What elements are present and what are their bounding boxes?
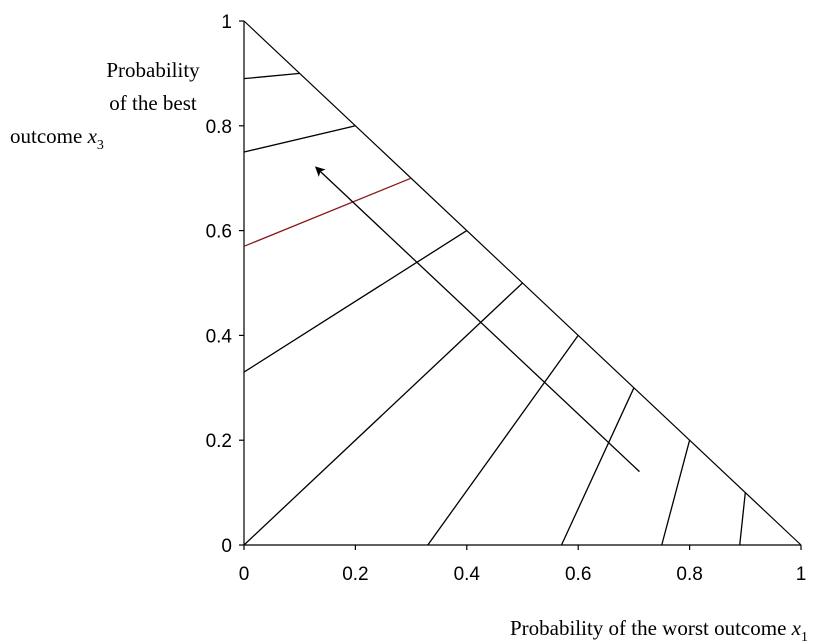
x-axis-variable: x <box>791 616 802 640</box>
x-tick-label: 0.4 <box>454 564 481 585</box>
svg-text:of the best: of the best <box>109 91 197 115</box>
x-tick-label: 0 <box>239 564 250 585</box>
y-tick-label: 0 <box>221 536 232 557</box>
indifference-curve <box>243 125 356 153</box>
indifference-curve <box>427 335 579 546</box>
indifference-curve <box>243 282 523 546</box>
x-tick-label: 1 <box>796 564 807 585</box>
x-axis-variable-subscript: 1 <box>801 630 808 644</box>
y-axis-title-line-3: outcome <box>10 124 82 148</box>
indifference-curve <box>661 440 691 546</box>
y-tick-label: 0.4 <box>206 326 233 347</box>
preference-direction-arrow <box>314 166 640 473</box>
y-tick-label: 1 <box>221 12 232 33</box>
svg-text:outcome x3: outcome x3 <box>10 124 104 153</box>
y-tick-label: 0.6 <box>206 222 232 243</box>
axes <box>243 21 801 546</box>
y-axis-title-line-1: Probability <box>106 58 200 82</box>
indifference-curve <box>739 492 746 546</box>
svg-text:Probability of the worst outco: Probability of the worst outcome x1 <box>510 616 808 644</box>
y-axis-title: Probability of the best outcome x3 <box>10 58 200 153</box>
indifference-curves <box>243 72 746 546</box>
x-tick-label: 0.6 <box>565 564 591 585</box>
y-tick-label: 0.8 <box>206 117 232 138</box>
y-tick-label: 0.2 <box>206 431 232 452</box>
indifference-curve <box>243 230 468 373</box>
y-axis-ticks: 0 0.2 0.4 0.6 0.8 1 <box>206 12 244 557</box>
indifference-curve <box>243 72 300 80</box>
y-axis-variable-subscript: 3 <box>97 138 104 153</box>
x-axis-ticks: 0 0.2 0.4 0.6 0.8 1 <box>239 545 807 585</box>
y-axis-variable: x <box>87 124 98 148</box>
indifference-curve <box>243 177 412 247</box>
svg-text:Probability: Probability <box>106 58 200 82</box>
x-axis-title: Probability of the worst outcome x1 <box>510 616 808 644</box>
indifference-curve <box>560 387 635 546</box>
x-tick-label: 0.2 <box>342 564 368 585</box>
x-tick-label: 0.8 <box>676 564 702 585</box>
x-axis-title-text: Probability of the worst outcome <box>510 616 786 640</box>
y-axis-title-line-2: of the best <box>109 91 197 115</box>
